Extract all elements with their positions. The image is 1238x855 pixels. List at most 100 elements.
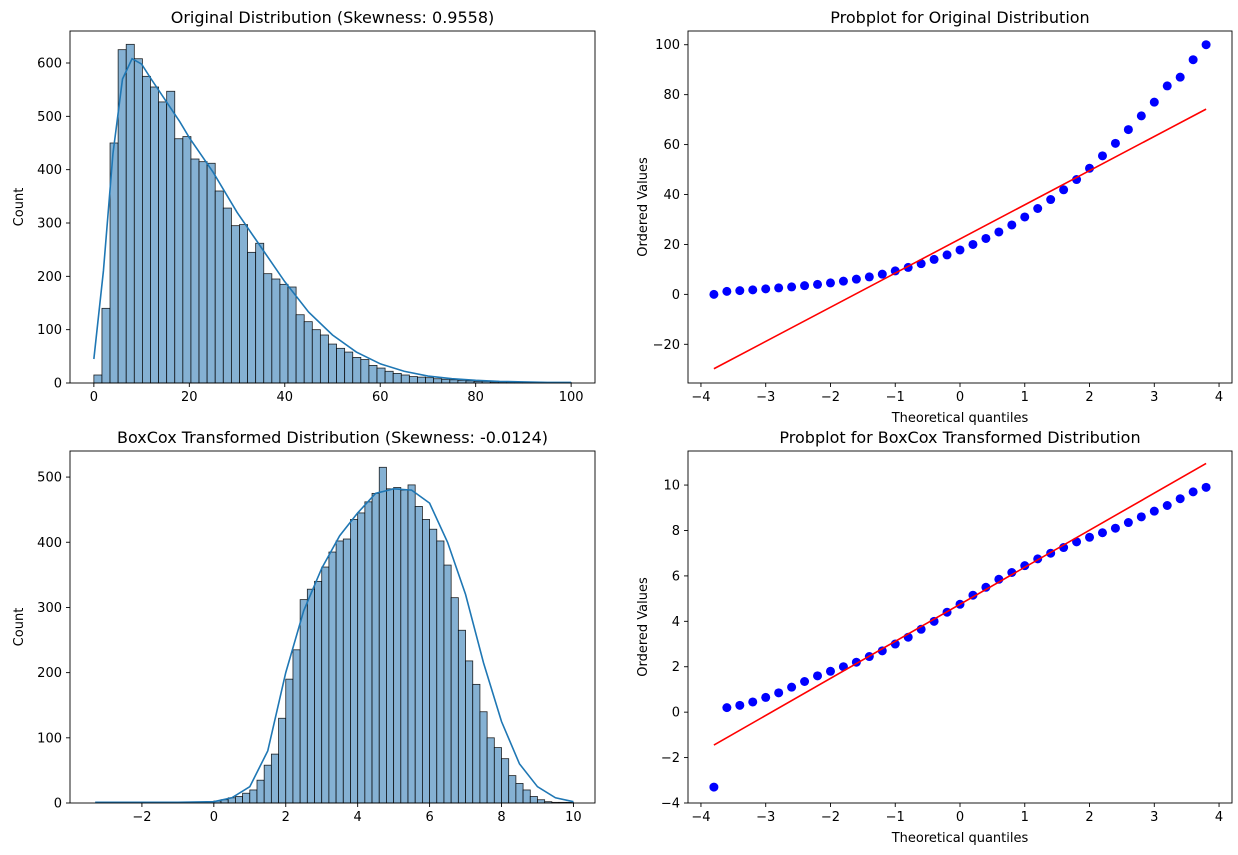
data-point <box>1136 512 1146 522</box>
histogram-bar <box>384 370 394 384</box>
x-tick-label: 2 <box>282 810 290 825</box>
data-point <box>761 692 771 702</box>
x-tick-label: 100 <box>559 390 584 405</box>
x-axis-label: Theoretical quantiles <box>891 411 1029 426</box>
y-tick-label: 400 <box>37 536 62 551</box>
data-point <box>1149 97 1159 107</box>
y-tick-label: 0 <box>54 797 62 812</box>
histogram-bar <box>190 158 200 384</box>
data-point <box>890 266 900 276</box>
data-point <box>813 279 823 289</box>
histogram-bar <box>368 364 378 384</box>
data-point <box>1175 72 1185 82</box>
data-point <box>748 697 758 707</box>
x-tick-label: −1 <box>886 810 905 825</box>
histogram-bar <box>278 717 287 804</box>
histogram-bar <box>314 580 323 804</box>
axes-frame <box>687 450 1233 804</box>
histogram-bar <box>279 283 289 384</box>
data-point <box>761 284 771 294</box>
y-tick-label: 0 <box>54 377 62 392</box>
histogram-bar <box>408 376 418 384</box>
data-point <box>1175 494 1185 504</box>
data-point <box>787 682 797 692</box>
histogram-bar <box>429 528 438 804</box>
histogram-bar <box>235 796 244 804</box>
histogram-bar <box>386 488 395 804</box>
data-point <box>1059 185 1069 195</box>
x-tick-label: 6 <box>425 810 433 825</box>
x-tick-label: −3 <box>756 390 775 405</box>
histogram-bar <box>328 343 337 384</box>
kde-line <box>93 57 572 384</box>
data-point <box>955 245 965 255</box>
histogram-bar <box>364 501 373 804</box>
x-tick-label: 3 <box>1150 810 1158 825</box>
chart-title: Original Distribution (Skewness: 0.9558) <box>171 8 495 27</box>
data-point <box>1162 501 1172 510</box>
y-tick-label: 40 <box>663 188 680 203</box>
histogram-bar <box>101 307 111 384</box>
histogram-bar <box>214 190 224 384</box>
chart-title: BoxCox Transformed Distribution (Skewnes… <box>117 428 548 447</box>
data-point <box>929 616 939 626</box>
data-point <box>1123 518 1133 528</box>
data-point <box>1136 111 1146 121</box>
histogram-bar <box>342 538 351 804</box>
data-point <box>1059 543 1069 553</box>
data-point <box>800 281 810 291</box>
y-tick-label: 500 <box>37 471 62 486</box>
histogram-bar <box>222 207 232 384</box>
data-point <box>1085 532 1095 542</box>
data-point <box>1149 506 1159 516</box>
data-point <box>709 782 719 792</box>
y-tick-label: 100 <box>655 38 680 53</box>
histogram-bar <box>425 377 435 384</box>
data-point <box>1110 523 1120 533</box>
x-axis-label: Theoretical quantiles <box>891 831 1029 846</box>
x-tick-label: 4 <box>1215 810 1223 825</box>
histogram-bar <box>242 792 251 804</box>
histogram-bar <box>350 519 359 804</box>
histogram-bar <box>436 540 445 804</box>
histogram-bar <box>299 599 308 804</box>
x-tick-label: −2 <box>132 810 151 825</box>
histogram-bar <box>166 90 176 384</box>
histogram-bar <box>400 489 409 804</box>
data-point <box>774 283 784 293</box>
histogram-bar <box>537 799 546 804</box>
probplot-original-panel: −4 −3 −2 −1 0 1 2 3 4 −20 0 20 40 60 80 100 Probplot for… <box>636 8 1233 426</box>
data-point <box>981 582 991 592</box>
histogram-bar <box>357 512 366 804</box>
histogram-bar <box>392 372 402 384</box>
histogram-bar <box>263 273 273 384</box>
histogram-bar <box>271 278 281 384</box>
y-tick-label: 80 <box>663 88 680 103</box>
histogram-bar <box>174 138 184 384</box>
histogram-bar <box>529 796 538 804</box>
histogram-bar <box>230 225 240 384</box>
histogram-bar <box>141 75 151 384</box>
histogram-bar <box>182 136 192 384</box>
x-tick-label: −2 <box>821 390 840 405</box>
y-tick-label: −20 <box>653 338 680 353</box>
histogram-bar <box>287 286 297 384</box>
histogram-bar <box>393 487 402 804</box>
y-tick-label: 0 <box>672 288 680 303</box>
data-point <box>1046 195 1056 205</box>
y-tick-label: −4 <box>661 797 680 812</box>
data-point <box>1201 482 1211 492</box>
x-tick-label: 60 <box>372 390 389 405</box>
x-tick-label: 0 <box>956 810 964 825</box>
y-tick-label: 20 <box>663 238 680 253</box>
histogram-bar <box>414 506 423 804</box>
histogram-bar <box>344 351 354 384</box>
x-tick-label: −4 <box>691 810 710 825</box>
histogram-bar <box>465 660 474 804</box>
y-tick-label: 200 <box>37 666 62 681</box>
histogram-bar <box>421 519 430 804</box>
x-tick-label: 4 <box>1215 390 1223 405</box>
histogram-bar <box>198 161 208 384</box>
x-tick-label: −2 <box>821 810 840 825</box>
histogram-bar <box>270 753 279 804</box>
